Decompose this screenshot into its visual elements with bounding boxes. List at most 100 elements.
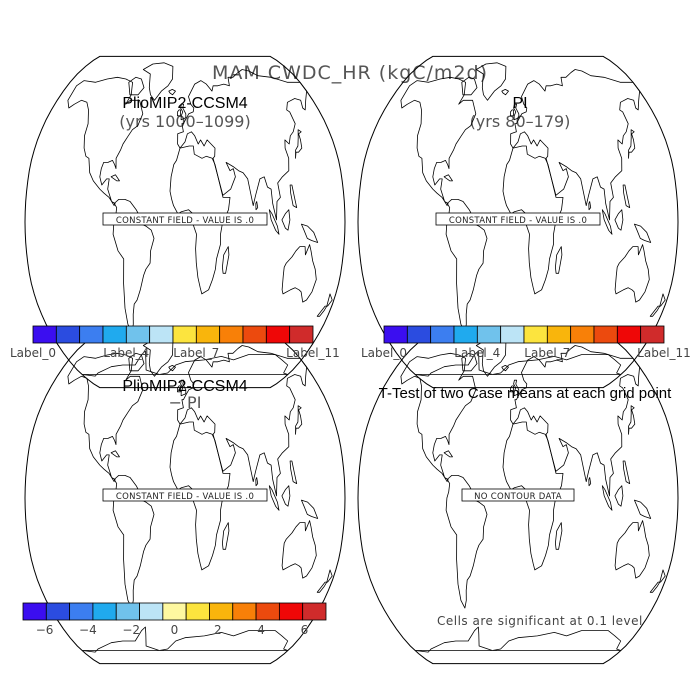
colorbar-pi-label-0: Label_0 <box>361 346 407 360</box>
colorbar-pi-swatch-6 <box>523 325 548 344</box>
colorbar-plio: Label_0 Label_4 Label_7 Label_11 <box>10 325 340 360</box>
colorbar-plio-swatch-6 <box>172 325 197 344</box>
colorbar-pi-swatch-3 <box>453 325 478 344</box>
colorbar-diff-swatch-8 <box>209 602 234 621</box>
coastline-sri-lanka <box>255 201 259 211</box>
coastline-cuba <box>443 174 453 182</box>
message-box <box>461 488 575 502</box>
map-panel-2: CONSTANT FIELD - VALUE IS .0 <box>357 55 679 389</box>
map-boundary <box>357 55 679 389</box>
coastline-north-america <box>67 76 144 207</box>
coastline-new-guinea <box>634 499 652 519</box>
colorbar-pi-label-1: Label_4 <box>454 346 500 360</box>
colorbar-plio-label-3: Label_11 <box>286 346 340 360</box>
colorbar-diff-swatch-12 <box>302 602 327 621</box>
coastline-greenland <box>142 62 174 101</box>
colorbar-plio-swatch-8 <box>219 325 244 344</box>
coastline-sumatra <box>601 485 613 511</box>
colorbar-plio-swatch-5 <box>149 325 174 344</box>
coastline-new-guinea <box>300 223 319 243</box>
panel4-title: T-Test of two Case means at each grid po… <box>378 385 672 402</box>
coastline-cuba <box>110 174 120 182</box>
colorbar-plio-swatch-0 <box>32 325 57 344</box>
colorbar-diff-label-3: 0 <box>171 623 179 637</box>
map-boundary <box>24 331 346 665</box>
coastline-madagascar <box>555 246 563 274</box>
coastline-philippines <box>622 460 631 485</box>
message-text: CONSTANT FIELD - VALUE IS .0 <box>116 492 254 502</box>
coastline-ireland <box>509 385 514 393</box>
colorbar-pi-swatch-11 <box>640 325 665 344</box>
coastline-new-guinea <box>634 223 652 243</box>
colorbar-plio-swatch-1 <box>55 325 81 344</box>
coastline-japan <box>628 405 636 435</box>
coastline-cuba <box>110 450 120 458</box>
colorbar-plio-swatch-4 <box>125 325 151 344</box>
colorbar-pi-swatch-8 <box>570 325 595 344</box>
message-box <box>102 488 268 502</box>
coastline-british-isles <box>180 379 187 397</box>
coastline-philippines <box>289 184 298 209</box>
coastline-sri-lanka <box>588 477 592 487</box>
colorbar-diff-swatch-6 <box>162 602 187 621</box>
colorbar-plio-swatch-10 <box>265 325 291 344</box>
coastline-iceland <box>168 364 176 372</box>
coastline-new-zealand <box>649 293 666 317</box>
panel3-title: PlioMIP2-CCSM4 <box>122 378 248 395</box>
panel2-subtitle: (yrs 80–179) <box>469 112 571 131</box>
colorbar-pi-swatch-4 <box>476 325 502 344</box>
coastline-iceland <box>501 89 509 96</box>
message-box <box>102 212 268 226</box>
coastline-baffin <box>128 76 145 96</box>
panel3-subtitle: − PI <box>168 393 202 412</box>
coastline-madagascar <box>221 522 230 550</box>
coastline-borneo <box>614 209 624 231</box>
coastline-cuba <box>443 450 453 458</box>
coastline-north-america <box>67 352 144 483</box>
colorbar-pi-swatch-1 <box>406 325 432 344</box>
coastline-australia <box>614 244 650 303</box>
coastline-ireland <box>509 109 514 117</box>
coastline-sumatra <box>268 485 280 511</box>
coastline-new-zealand <box>649 569 666 593</box>
coastline-antarctica <box>414 626 622 653</box>
colorbar-plio-swatch-7 <box>195 325 221 344</box>
colorbar-plio-swatch-9 <box>242 325 267 344</box>
coastline-new-zealand <box>316 293 333 317</box>
coastline-madagascar <box>221 246 230 274</box>
coastline-iceland <box>501 364 509 372</box>
colorbar-pi-label-2: Label_7 <box>524 346 570 360</box>
map-boundary <box>24 55 346 389</box>
coastline-australia <box>281 244 317 303</box>
coastline-borneo <box>281 209 291 231</box>
colorbar-diff-swatch-5 <box>139 602 164 621</box>
coastline-japan <box>628 129 636 159</box>
coastline-ireland <box>176 109 181 117</box>
coastline-borneo <box>281 485 291 507</box>
significance-note: Cells are significant at 0.1 level <box>437 614 643 628</box>
colorbar-plio-label-0: Label_0 <box>10 346 56 360</box>
colorbar-diff-swatch-10 <box>255 602 280 621</box>
message-box <box>435 212 601 226</box>
colorbar-diff-swatch-2 <box>69 602 94 621</box>
coastline-new-guinea <box>300 499 319 519</box>
colorbar-diff-swatch-7 <box>185 602 210 621</box>
coastline-antarctica <box>81 626 289 653</box>
coastline-australia <box>614 520 650 579</box>
coastline-sri-lanka <box>588 201 592 211</box>
colorbar-pi-swatch-9 <box>593 325 618 344</box>
coastline-sumatra <box>601 209 613 235</box>
colorbar-pi-swatch-2 <box>430 325 455 344</box>
coastline-new-zealand <box>316 569 333 593</box>
coastline-japan <box>295 129 303 159</box>
coastline-british-isles <box>180 103 187 121</box>
message-text: CONSTANT FIELD - VALUE IS .0 <box>116 216 254 226</box>
figure-title: MAM CWDC_HR (kgC/m2d) <box>211 62 488 84</box>
coastline-greenland <box>475 62 507 101</box>
coastline-north-america <box>400 76 477 207</box>
colorbar-plio-swatch-2 <box>79 325 104 344</box>
colorbar-diff-label-2: −2 <box>122 623 140 637</box>
map-panel-1: CONSTANT FIELD - VALUE IS .0 <box>24 55 346 389</box>
colorbar-pi-swatch-0 <box>383 325 408 344</box>
